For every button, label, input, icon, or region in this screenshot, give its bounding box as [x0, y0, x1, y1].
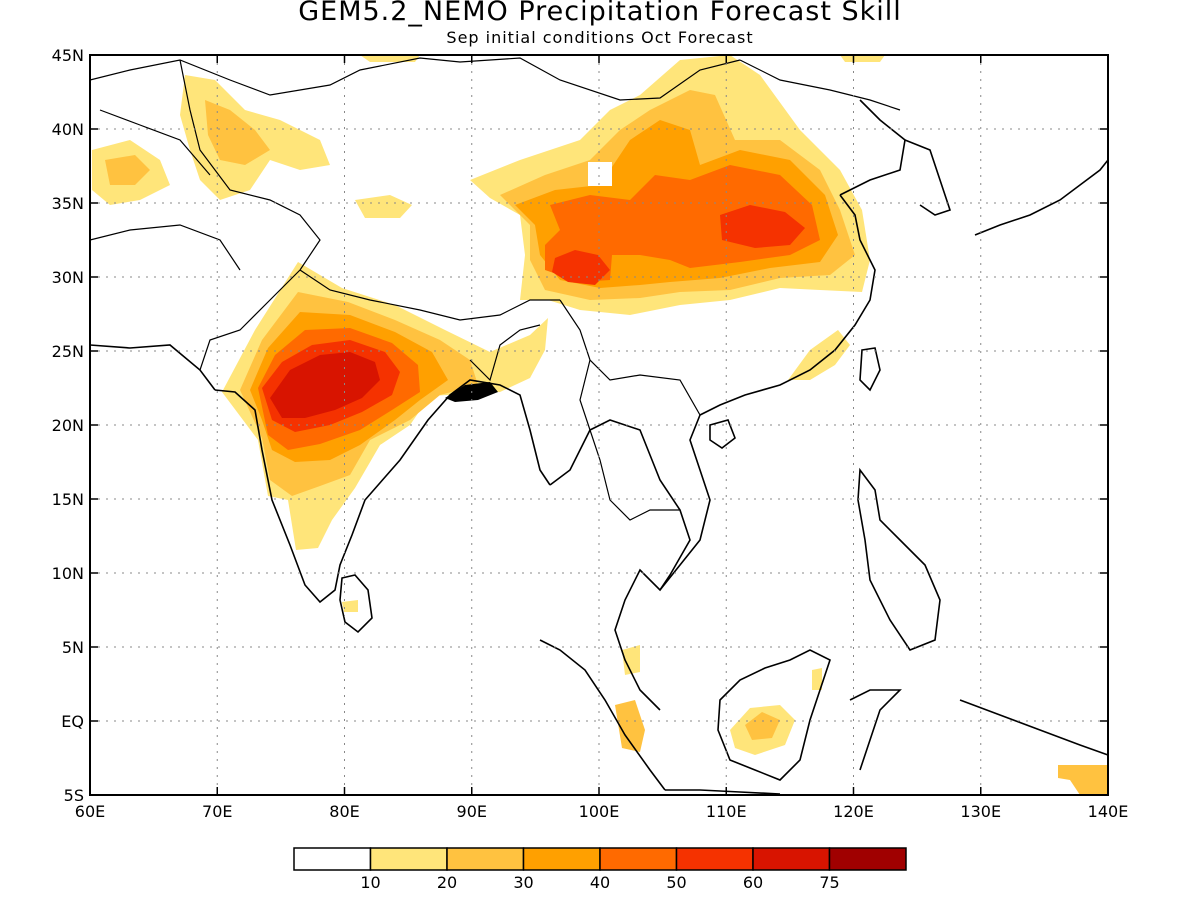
- border-4: [199, 269, 301, 371]
- colorbar-swatch: [675, 847, 754, 871]
- border-5: [559, 299, 701, 416]
- lon-tick-label: 70E: [202, 802, 232, 821]
- colorbar-swatch: [293, 847, 372, 871]
- shade-small1: [355, 195, 412, 218]
- shade-se: [1058, 765, 1108, 795]
- lon-tick-label: 100E: [579, 802, 620, 821]
- lat-tick-label: 35N: [52, 194, 84, 213]
- chart-subtitle: Sep initial conditions Oct Forecast: [446, 28, 754, 47]
- chart-title: GEM5.2_NEMO Precipitation Forecast Skill: [298, 0, 902, 27]
- colorbar-label: 60: [743, 873, 763, 892]
- lon-tick-label: 140E: [1088, 802, 1129, 821]
- lat-tick-label: 25N: [52, 342, 84, 361]
- coastlines: [89, 99, 1109, 795]
- borders: [89, 57, 901, 521]
- lon-tick-label: 130E: [960, 802, 1001, 821]
- lat-ticks: 5S EQ 5N 10N 15N 20N 25N 30N 35N 40N 45N: [52, 46, 1108, 805]
- shade-small3: [840, 55, 885, 62]
- coast-taiwan: [859, 347, 881, 392]
- coast-java: [665, 789, 781, 795]
- colorbar-label: 20: [437, 873, 457, 892]
- lat-tick-label: 45N: [52, 46, 84, 65]
- lat-tick-label: 40N: [52, 120, 84, 139]
- coast-korea-china: [839, 99, 906, 196]
- shade-china-50b: [720, 205, 805, 248]
- shade-china-50: [552, 250, 610, 285]
- shade-nw-20: [205, 100, 270, 165]
- coast-borneo: [717, 649, 831, 781]
- border-9: [739, 59, 901, 111]
- lon-tick-label: 80E: [329, 802, 359, 821]
- border-10: [469, 324, 541, 382]
- shade-sl: [342, 600, 358, 612]
- border-8: [89, 224, 241, 271]
- coast-hainan: [709, 419, 736, 449]
- colorbar-swatch: [522, 847, 601, 871]
- colorbar-label: 30: [513, 873, 533, 892]
- shade-gap: [588, 162, 612, 186]
- shade-small2: [360, 55, 420, 62]
- shade-coast: [788, 330, 850, 380]
- grid: [90, 55, 1108, 795]
- coast-sea: [549, 419, 691, 711]
- colorbar-swatch: [446, 847, 525, 871]
- shade-w-20: [105, 155, 150, 185]
- lat-tick-label: 5S: [64, 786, 84, 805]
- colorbar-label: 75: [819, 873, 839, 892]
- coast-sulawesi: [849, 689, 902, 771]
- lon-tick-label: 120E: [833, 802, 874, 821]
- skill-shading: [92, 55, 1108, 795]
- lon-tick-label: 60E: [75, 802, 105, 821]
- shade-sumatra: [615, 700, 645, 752]
- lat-tick-label: 30N: [52, 268, 84, 287]
- coast-china: [699, 194, 876, 416]
- border-3: [299, 269, 560, 321]
- border-1: [89, 57, 741, 101]
- border-6: [579, 359, 680, 521]
- colorbar-swatch: [752, 847, 831, 871]
- coast-india: [214, 379, 551, 604]
- shade-borneo-20: [745, 712, 780, 740]
- colorbar-label: 10: [360, 873, 380, 892]
- lon-tick-label: 90E: [457, 802, 487, 821]
- coast-vietnam: [659, 414, 711, 591]
- lat-tick-label: 10N: [52, 564, 84, 583]
- shade-philippines: [812, 668, 822, 690]
- coast-japan: [974, 159, 1109, 236]
- coast-korea: [904, 139, 952, 216]
- lat-tick-label: 5N: [62, 638, 84, 657]
- colorbar-swatch: [599, 847, 678, 871]
- colorbar-swatch: [828, 847, 907, 871]
- coast-arabian: [89, 344, 216, 391]
- border-7: [99, 109, 211, 176]
- coast-srilanka: [339, 574, 373, 634]
- border-2: [179, 59, 321, 271]
- lat-tick-label: 15N: [52, 490, 84, 509]
- lat-tick-label: EQ: [61, 712, 84, 731]
- shade-china-40: [545, 165, 820, 282]
- colorbar-swatch: [369, 847, 448, 871]
- lon-tick-label: 110E: [706, 802, 747, 821]
- coast-newguinea: [959, 699, 1109, 756]
- coast-philippines: [857, 467, 941, 651]
- coast-sumatra: [539, 639, 666, 791]
- lon-ticks: 60E 70E 80E 90E 100E 110E 120E 130E 140E: [75, 55, 1129, 821]
- colorbar: 10 20 30 40 50 60 75: [293, 847, 907, 892]
- colorbar-label: 50: [666, 873, 686, 892]
- shade-india-60: [270, 352, 380, 418]
- colorbar-label: 40: [590, 873, 610, 892]
- lat-tick-label: 20N: [52, 416, 84, 435]
- shade-malay: [622, 645, 640, 675]
